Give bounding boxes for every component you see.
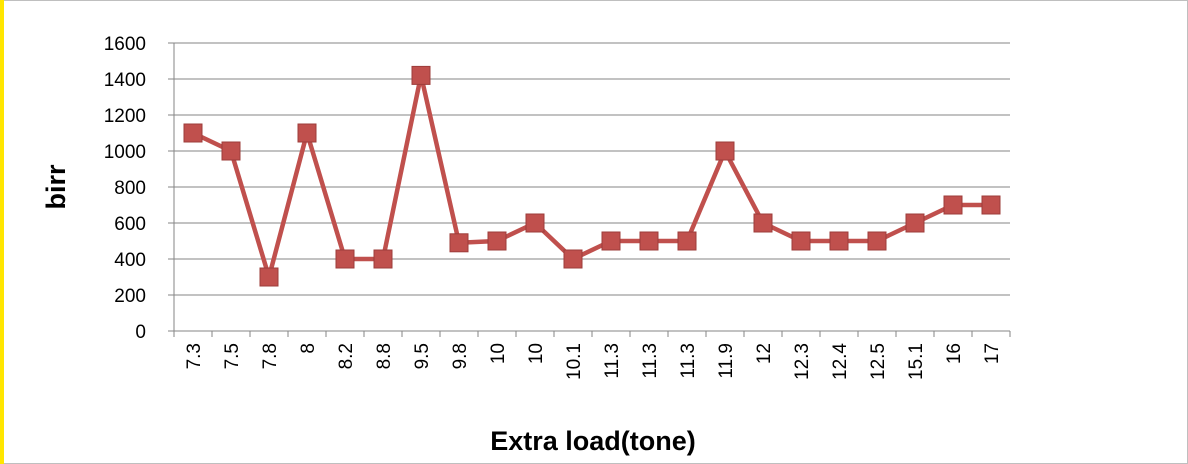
y-tick-labels: 0 200 400 600 800 1000 1200 1400 1600 (104, 34, 146, 343)
data-point-marker (753, 213, 773, 233)
data-point-marker (905, 213, 925, 233)
x-tick-label: 15.1 (906, 343, 927, 380)
x-tick-label: 11.3 (678, 343, 699, 379)
x-tick-label: 12.3 (792, 343, 813, 380)
x-tick-label: 16 (944, 343, 965, 364)
gridlines (168, 42, 1010, 332)
data-point-marker (677, 231, 697, 251)
x-tick-label: 11.3 (602, 343, 623, 379)
y-tick-label: 400 (114, 250, 146, 271)
y-tick-label: 1600 (104, 34, 146, 55)
frame-left-edge (0, 0, 4, 464)
y-tick-label: 600 (114, 214, 146, 235)
x-tick-label: 7.5 (222, 343, 243, 369)
x-tick-label: 17 (982, 343, 1003, 364)
x-tick-label: 7.3 (184, 343, 205, 369)
y-tick-label: 1400 (104, 70, 146, 91)
data-point-marker (449, 233, 469, 253)
data-point-marker (487, 231, 507, 251)
x-tick-label: 8.2 (336, 343, 357, 369)
data-point-marker (867, 231, 887, 251)
data-point-marker (259, 267, 279, 287)
data-point-marker (981, 195, 1001, 215)
data-point-marker (373, 249, 393, 269)
x-tick-label: 12 (754, 343, 775, 364)
x-tick-label: 10 (526, 343, 547, 364)
x-tick-label: 12.4 (830, 343, 851, 380)
series (183, 65, 1001, 287)
data-point-marker (297, 123, 317, 143)
x-tick-label: 11.9 (716, 343, 737, 379)
y-tick-label: 1000 (104, 142, 146, 163)
data-point-marker (829, 231, 849, 251)
data-point-marker (221, 141, 241, 161)
data-point-marker (335, 249, 355, 269)
x-tick-label: 12.5 (868, 343, 889, 380)
x-axis-title: Extra load(tone) (490, 426, 696, 456)
data-point-marker (563, 249, 583, 269)
x-tick-labels: 7.3 7.5 7.8 8 8.2 8.8 9.5 9.8 10 10 10.1 11.3 11.3 11… (184, 343, 1003, 380)
x-tick-label: 9.5 (412, 343, 433, 369)
x-tick-label: 10 (488, 343, 509, 364)
axes (173, 43, 1011, 337)
x-tick-label: 8.8 (374, 343, 395, 369)
series-line (192, 73, 991, 280)
y-tick-label: 200 (114, 286, 146, 307)
data-point-marker (525, 213, 545, 233)
data-point-marker (791, 231, 811, 251)
x-tick-label: 9.8 (450, 343, 471, 369)
y-axis-title: birr (41, 164, 71, 210)
data-point-marker (715, 141, 735, 161)
y-tick-label: 1200 (104, 106, 146, 127)
data-point-marker (601, 231, 621, 251)
data-point-marker (411, 65, 431, 85)
x-tick-label: 7.8 (260, 343, 281, 369)
x-tick-label: 8 (298, 343, 319, 354)
y-tick-label: 800 (114, 178, 146, 199)
y-tick-label: 0 (135, 322, 146, 343)
x-tick-label: 10.1 (564, 343, 585, 380)
data-point-marker (183, 123, 203, 143)
data-point-marker (639, 231, 659, 251)
data-point-marker (943, 195, 963, 215)
x-tick-label: 11.3 (640, 343, 661, 379)
